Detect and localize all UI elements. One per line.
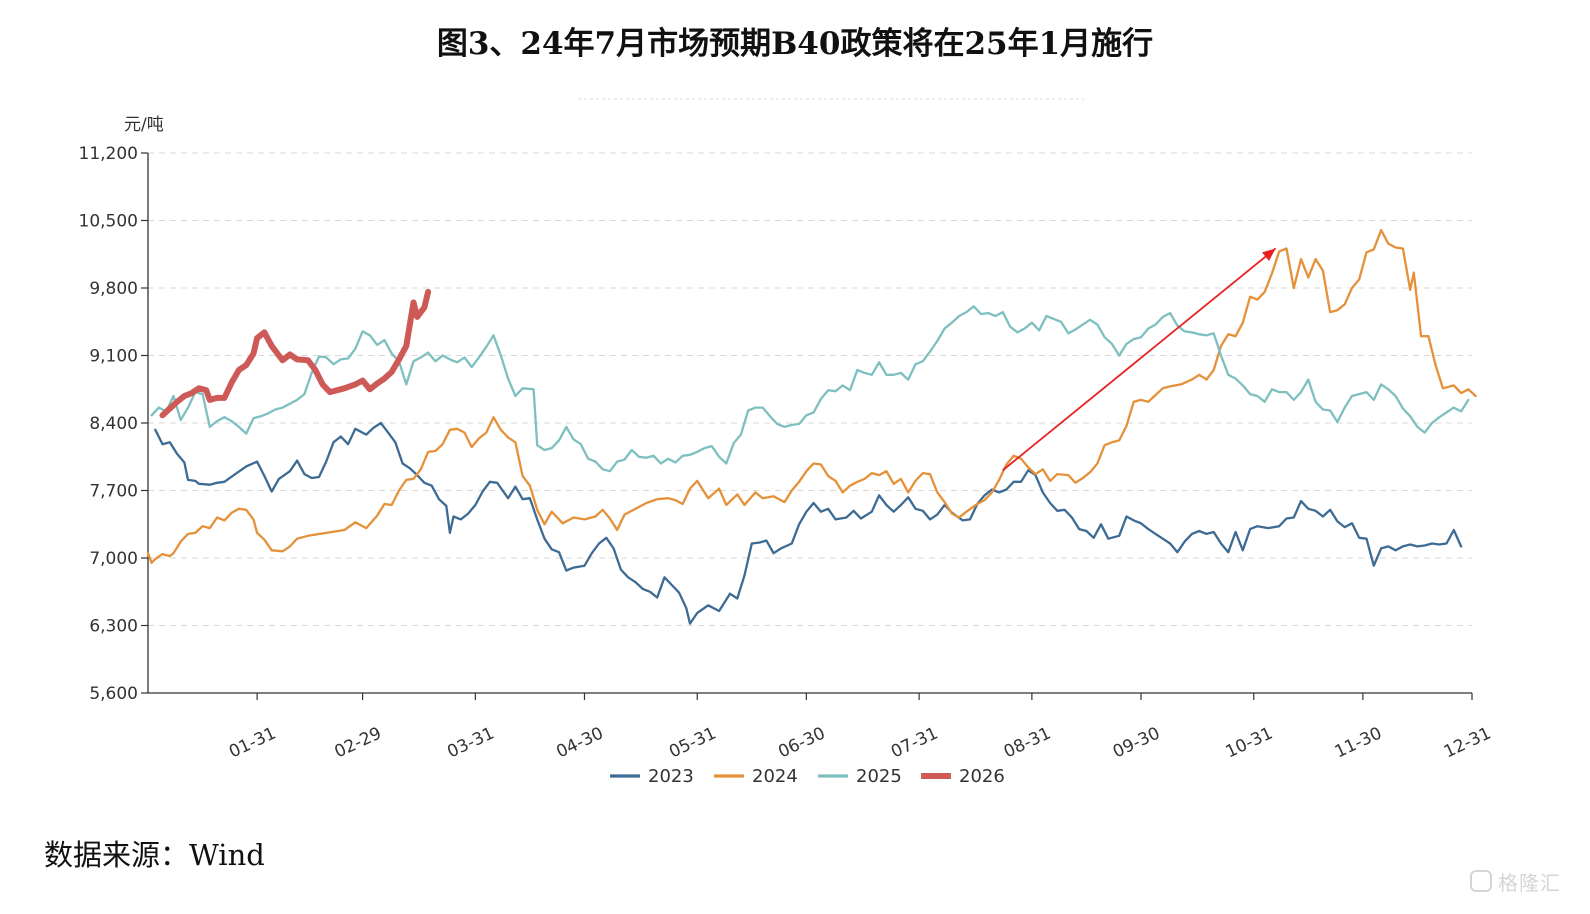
x-tick-label: 09-30 xyxy=(1110,723,1163,762)
x-tick-label: 04-30 xyxy=(553,723,606,762)
trend-arrow-annotation xyxy=(1002,247,1277,471)
y-tick-label: 7,000 xyxy=(89,549,138,569)
x-tick-label: 08-31 xyxy=(1001,723,1054,762)
series-line-2024 xyxy=(146,228,1477,564)
legend: 2023 2024 2025 2026 xyxy=(610,766,1005,787)
legend-label-2025: 2025 xyxy=(856,766,902,787)
y-axis-unit-label: 元/吨 xyxy=(124,115,164,135)
y-tick-label: 11,200 xyxy=(79,144,138,164)
legend-label-2024: 2024 xyxy=(752,766,798,787)
y-tick-label: 7,700 xyxy=(89,482,138,502)
y-tick-label: 10,500 xyxy=(79,212,138,232)
axes xyxy=(147,153,1472,694)
y-axis-ticks: 5,600 6,300 7,000 7,700 8,400 9,100 9,800 10,50… xyxy=(79,144,148,704)
legend-label-2023: 2023 xyxy=(648,766,694,787)
x-tick-label: 11-30 xyxy=(1332,723,1385,762)
arrow-head xyxy=(1262,248,1276,261)
y-tick-label: 8,400 xyxy=(89,414,138,434)
grid-lines xyxy=(148,152,1472,626)
watermark: 格隆汇 xyxy=(1470,866,1580,896)
x-tick-label: 07-31 xyxy=(888,723,941,762)
source-note: 数据来源：Wind xyxy=(44,838,265,872)
arrow-shaft xyxy=(1002,247,1277,471)
x-tick-label: 06-30 xyxy=(775,723,828,762)
y-tick-label: 9,800 xyxy=(89,279,138,299)
x-tick-label: 12-31 xyxy=(1441,723,1494,762)
chart-title: 图3、24年7月市场预期B40政策将在25年1月施行 xyxy=(436,26,1154,62)
x-tick-label: 03-31 xyxy=(444,723,497,762)
x-tick-label: 10-31 xyxy=(1223,723,1276,762)
series-line-2025 xyxy=(150,305,1470,473)
x-tick-label: 02-29 xyxy=(331,723,384,762)
series-line-2023 xyxy=(154,421,1463,625)
x-tick-label: 05-31 xyxy=(666,723,719,762)
watermark-logo-icon xyxy=(1470,870,1492,892)
x-tick-label: 01-31 xyxy=(226,723,279,762)
x-axis-ticks: 01-31 02-29 03-31 04-30 05-31 06-30 07-31 08-31… xyxy=(226,693,1494,762)
y-tick-label: 6,300 xyxy=(89,617,138,637)
legend-label-2026: 2026 xyxy=(959,766,1005,787)
y-tick-label: 9,100 xyxy=(89,347,138,367)
watermark-text: 格隆汇 xyxy=(1498,870,1561,895)
y-tick-label: 5,600 xyxy=(89,684,138,704)
series-line-2026 xyxy=(159,288,432,419)
series-group xyxy=(146,228,1477,625)
